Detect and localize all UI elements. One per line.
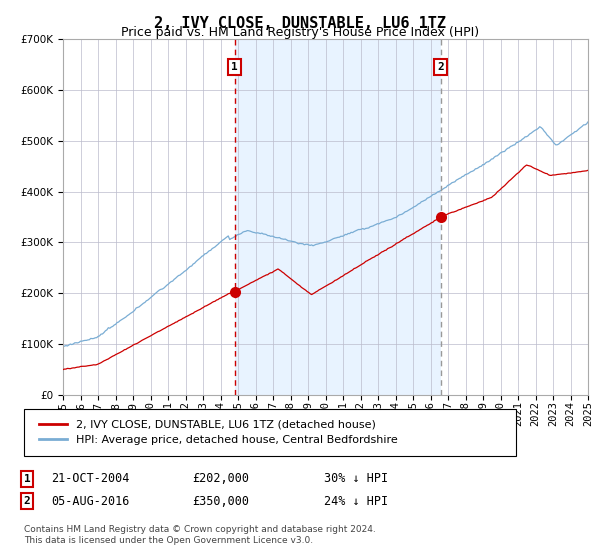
Text: 05-AUG-2016: 05-AUG-2016 xyxy=(51,494,130,508)
Text: 2: 2 xyxy=(437,62,444,72)
Text: 21-OCT-2004: 21-OCT-2004 xyxy=(51,472,130,486)
Text: 24% ↓ HPI: 24% ↓ HPI xyxy=(324,494,388,508)
Text: 2, IVY CLOSE, DUNSTABLE, LU6 1TZ: 2, IVY CLOSE, DUNSTABLE, LU6 1TZ xyxy=(154,16,446,31)
FancyBboxPatch shape xyxy=(24,409,516,456)
Text: 1: 1 xyxy=(231,62,238,72)
Bar xyxy=(235,39,440,395)
Text: 1: 1 xyxy=(23,474,31,484)
Text: Price paid vs. HM Land Registry's House Price Index (HPI): Price paid vs. HM Land Registry's House … xyxy=(121,26,479,39)
Text: 2: 2 xyxy=(23,496,31,506)
Text: £202,000: £202,000 xyxy=(192,472,249,486)
Text: £350,000: £350,000 xyxy=(192,494,249,508)
Text: Contains HM Land Registry data © Crown copyright and database right 2024.
This d: Contains HM Land Registry data © Crown c… xyxy=(24,525,376,545)
Text: 30% ↓ HPI: 30% ↓ HPI xyxy=(324,472,388,486)
Legend: 2, IVY CLOSE, DUNSTABLE, LU6 1TZ (detached house), HPI: Average price, detached : 2, IVY CLOSE, DUNSTABLE, LU6 1TZ (detach… xyxy=(34,416,402,450)
